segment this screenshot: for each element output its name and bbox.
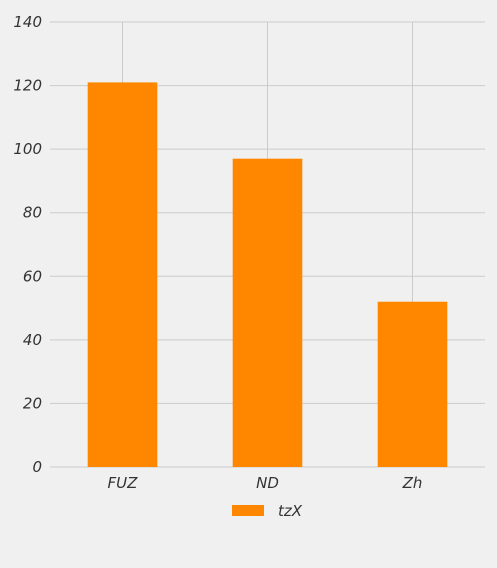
bar-zh bbox=[377, 301, 448, 467]
legend-label: tzX bbox=[278, 502, 303, 520]
legend: tzX bbox=[232, 502, 303, 520]
y-tick-label: 80 bbox=[23, 204, 42, 222]
y-tick-label: 120 bbox=[13, 77, 42, 95]
x-axis-ticks: FUZ ND Zh bbox=[108, 474, 423, 492]
x-tick-label: FUZ bbox=[108, 474, 139, 492]
y-axis-ticks: 0 20 40 60 80 100 120 140 bbox=[13, 13, 42, 476]
bar-nd bbox=[232, 158, 303, 467]
x-tick-label: Zh bbox=[402, 474, 423, 492]
y-tick-label: 60 bbox=[23, 267, 42, 285]
bars bbox=[87, 82, 448, 468]
y-tick-label: 100 bbox=[13, 140, 42, 158]
y-tick-label: 40 bbox=[23, 331, 42, 349]
y-tick-label: 20 bbox=[23, 394, 42, 412]
bar-fuz bbox=[87, 82, 158, 468]
x-tick-label: ND bbox=[256, 474, 279, 492]
y-tick-label: 0 bbox=[32, 458, 42, 476]
y-tick-label: 140 bbox=[13, 13, 42, 31]
legend-swatch bbox=[232, 505, 264, 516]
